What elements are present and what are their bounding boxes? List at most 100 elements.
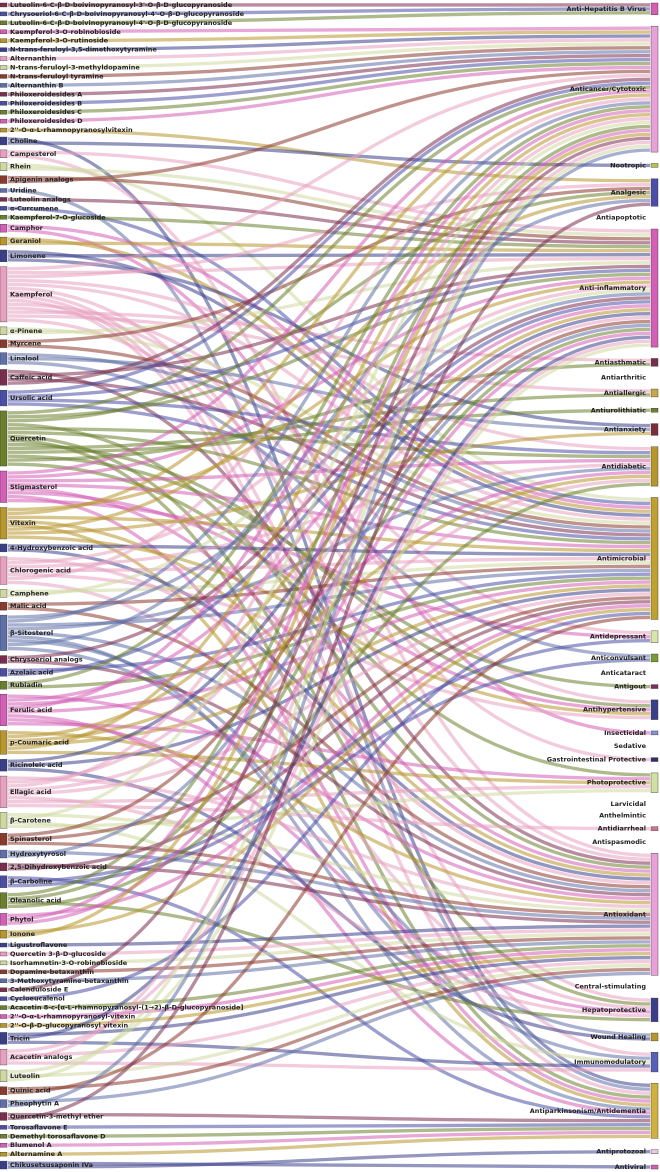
link	[7, 264, 651, 378]
source-node	[0, 162, 8, 171]
link	[7, 1134, 651, 1156]
link	[7, 81, 651, 394]
source-node	[0, 1151, 8, 1157]
source-node	[0, 20, 8, 26]
link	[7, 30, 651, 43]
source-node	[0, 197, 8, 202]
link	[7, 1112, 651, 1123]
source-label: Luteolin	[10, 1072, 40, 1080]
source-label: Demethyl torosaflavone D	[10, 1132, 106, 1140]
link	[7, 319, 651, 837]
link	[7, 38, 651, 61]
link	[7, 11, 651, 25]
activity-node	[650, 772, 659, 793]
source-label: Ursolic acid	[10, 394, 53, 402]
source-node	[0, 589, 8, 598]
activity-label: Antigout	[614, 683, 646, 691]
link	[7, 932, 651, 965]
link	[7, 250, 651, 517]
source-label: β-Sitosterol	[10, 629, 53, 637]
source-label: Ricinoleic acid	[10, 761, 63, 769]
activity-node	[650, 423, 659, 436]
source-label: Cycloeucalenol	[10, 995, 65, 1003]
source-node	[0, 1143, 8, 1148]
source-label: Camphor	[10, 224, 44, 232]
link	[7, 97, 651, 581]
activity-label: Antidepressant	[590, 633, 646, 641]
source-node	[0, 1069, 8, 1082]
source-label: Philoxeroidesides B	[10, 99, 82, 107]
source-label: Malic acid	[10, 602, 47, 610]
link	[7, 304, 651, 702]
activity-label: Antidiarrheal	[598, 825, 646, 833]
link	[7, 1130, 651, 1147]
source-node	[0, 1032, 8, 1045]
source-label: Ligustroflavone	[10, 941, 68, 949]
source-label: Kaempferol-3-O-robinobioside	[10, 28, 121, 36]
activity-label: Central-stimulating	[575, 983, 647, 991]
link	[7, 46, 651, 79]
link	[7, 323, 651, 858]
link	[7, 1126, 651, 1138]
source-label: Myrcene	[10, 340, 42, 348]
activity-label: Antiarthritic	[601, 374, 646, 382]
source-label: Quinic acid	[10, 1087, 51, 1095]
link	[7, 1161, 651, 1169]
link	[7, 93, 651, 516]
source-node	[0, 389, 8, 407]
source-node	[0, 1125, 8, 1130]
link	[7, 120, 651, 821]
activity-node	[650, 997, 659, 1022]
link	[7, 339, 651, 1053]
source-node	[0, 175, 8, 184]
activity-node	[650, 684, 659, 689]
activity-label: Antidiabetic	[601, 462, 646, 470]
source-label: Quercetin	[10, 434, 46, 442]
source-node	[0, 224, 8, 233]
link	[7, 144, 651, 1082]
source-node	[0, 74, 8, 79]
source-node	[0, 266, 8, 323]
activity-label: Nootropic	[610, 161, 646, 169]
source-label: Isorhamnetin-3-O-robinobioside	[10, 959, 128, 967]
activity-node	[650, 497, 659, 620]
activity-label: Antiapoptotic	[596, 214, 646, 222]
source-label: Luteolin analogs	[10, 195, 71, 203]
activity-label: Antiparkinsonism/Antidementia	[530, 1107, 646, 1115]
link	[7, 85, 651, 415]
source-label: Camphene	[10, 589, 49, 597]
source-node	[0, 38, 8, 43]
activity-label: Antihypertensive	[583, 706, 647, 714]
source-node	[0, 92, 8, 97]
source-node	[0, 136, 8, 146]
link	[7, 42, 651, 70]
link	[7, 1150, 651, 1169]
source-label: N-trans-feruloyl tyramine	[10, 72, 104, 80]
source-label: p-Coumaric acid	[10, 738, 69, 746]
activity-node	[650, 25, 659, 153]
activity-node	[650, 228, 659, 348]
link	[7, 282, 651, 521]
source-node	[0, 929, 8, 939]
source-label: β-Carboline	[10, 878, 53, 886]
source-label: Linalool	[10, 355, 39, 363]
source-node	[0, 862, 8, 872]
source-label: Oleanolic acid	[10, 897, 62, 905]
source-node	[0, 812, 8, 829]
link	[7, 967, 651, 1091]
source-node	[0, 326, 8, 335]
source-node	[0, 1086, 8, 1095]
link	[7, 113, 651, 751]
source-label: Kaempferol-3-O-rutinoside	[10, 37, 109, 45]
link	[7, 268, 651, 398]
source-node	[0, 410, 8, 467]
activity-label: Larvicidal	[610, 800, 646, 808]
link	[7, 148, 651, 1108]
link	[7, 785, 651, 804]
source-label: Torosaflavone E	[10, 1123, 68, 1131]
source-node	[0, 188, 8, 193]
link	[7, 580, 651, 714]
link	[7, 140, 651, 1061]
source-node	[0, 892, 8, 909]
activity-node	[650, 446, 659, 487]
